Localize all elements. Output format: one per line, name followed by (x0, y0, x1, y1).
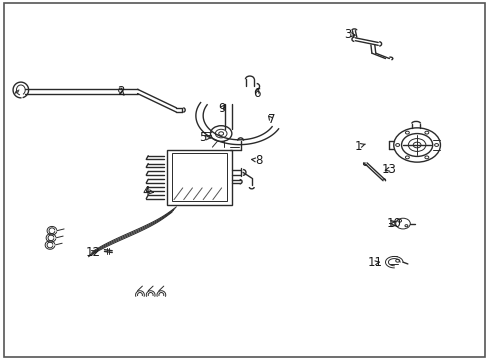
Text: 3: 3 (343, 28, 354, 41)
Text: 9: 9 (218, 102, 225, 115)
Text: 1: 1 (354, 140, 365, 153)
Text: 2: 2 (117, 85, 124, 98)
Text: 12: 12 (85, 246, 100, 258)
Text: 13: 13 (381, 163, 396, 176)
Text: 6: 6 (252, 87, 260, 100)
Text: 4: 4 (142, 185, 153, 198)
Text: 11: 11 (366, 256, 382, 269)
Text: 5: 5 (199, 131, 210, 144)
Bar (171, 153, 227, 202)
Text: 7: 7 (267, 113, 275, 126)
Text: 8: 8 (251, 154, 262, 167)
Text: 10: 10 (386, 217, 401, 230)
Bar (166, 150, 232, 205)
